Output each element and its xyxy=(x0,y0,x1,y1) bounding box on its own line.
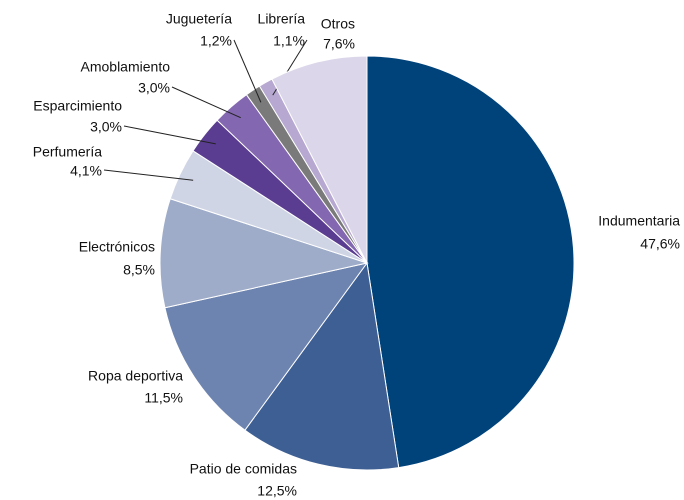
slice-label: Patio de comidas xyxy=(190,461,297,477)
value-label: 47,6% xyxy=(640,236,680,252)
value-label: 1,1% xyxy=(273,33,305,49)
slice-label: Amoblamiento xyxy=(81,59,171,75)
slice-label: Ropa deportiva xyxy=(88,368,183,384)
slice-label: Juguetería xyxy=(166,11,232,27)
slice-label: Perfumería xyxy=(33,144,102,160)
value-label: 3,0% xyxy=(138,80,170,96)
slice-label: Librería xyxy=(258,11,306,27)
value-label: 11,5% xyxy=(144,390,183,406)
leader-line xyxy=(123,125,216,145)
pie-slice xyxy=(366,55,575,469)
slice-label: Indumentaria xyxy=(598,213,680,229)
slice-label: Otros xyxy=(321,16,355,32)
pie-slice xyxy=(271,55,368,264)
slice-label: Esparcimiento xyxy=(33,98,122,114)
value-label: 1,2% xyxy=(200,33,232,49)
leader-line xyxy=(171,86,241,119)
slice-label: Electrónicos xyxy=(79,239,155,255)
value-label: 3,0% xyxy=(90,119,122,135)
leader-line xyxy=(103,169,194,181)
pie-slice xyxy=(244,261,400,471)
value-label: 8,5% xyxy=(123,262,155,278)
leader-line xyxy=(233,39,262,103)
value-label: 4,1% xyxy=(70,163,102,179)
value-label: 7,6% xyxy=(323,36,355,52)
pie-slice xyxy=(159,198,369,309)
pie-slice xyxy=(164,262,369,431)
value-label: 12,5% xyxy=(257,483,297,499)
